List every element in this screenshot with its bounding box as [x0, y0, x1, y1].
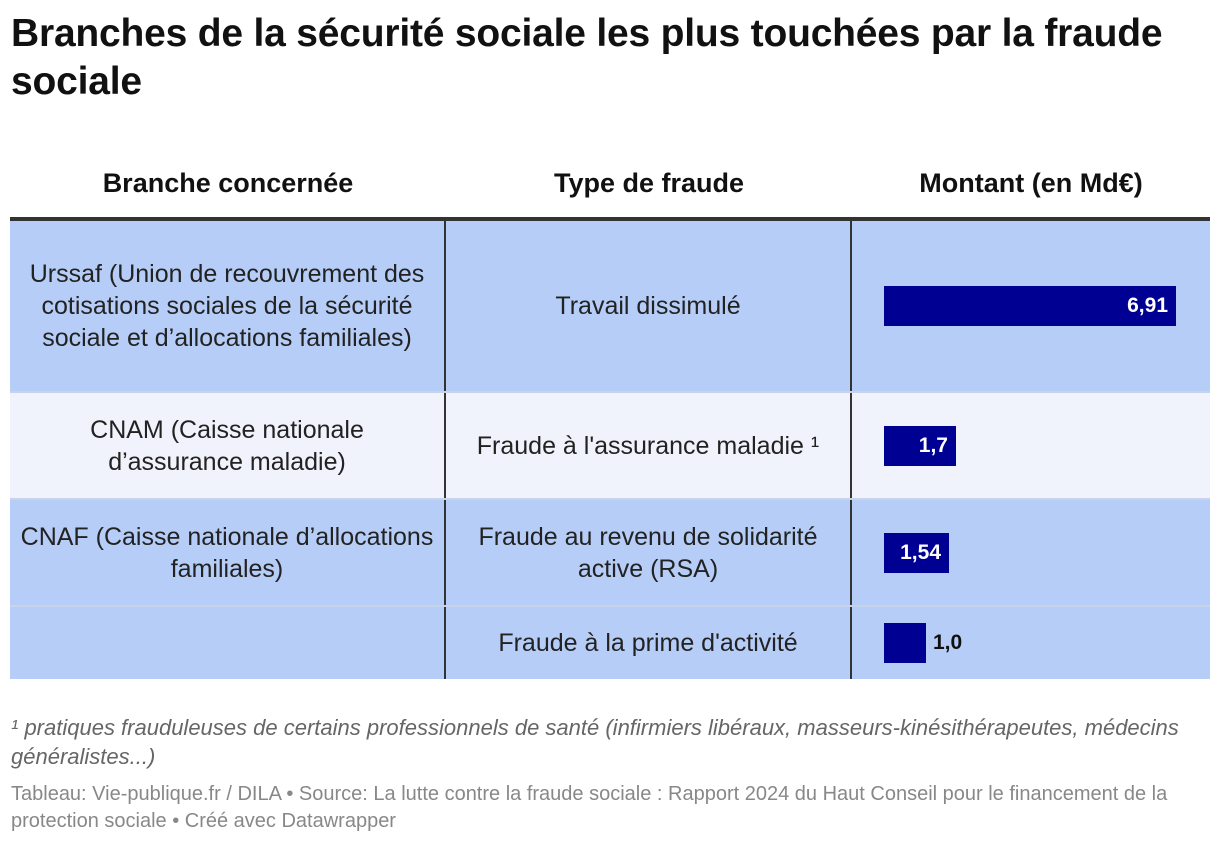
- cell-type: Fraude à l'assurance maladie ¹: [446, 393, 852, 498]
- cell-montant: 6,91: [852, 221, 1210, 391]
- cell-type: Travail dissimulé: [446, 221, 852, 391]
- cell-branche: CNAM (Caisse nationale d’assurance malad…: [10, 393, 446, 498]
- header-type: Type de fraude: [553, 168, 745, 198]
- bar-container: 1,7: [884, 425, 956, 466]
- footnote: ¹ pratiques frauduleuses de certains pro…: [11, 715, 1179, 769]
- header-branche: Branche concernée: [102, 168, 354, 198]
- source-credit: Tableau: Vie-publique.fr / DILA • Source…: [11, 783, 1168, 832]
- cell-branche: CNAF (Caisse nationale d’allocations fam…: [10, 500, 446, 605]
- chart-title: Branches de la sécurité sociale les plus…: [11, 12, 1163, 103]
- cell-montant: 1,7: [852, 393, 1210, 498]
- fraud-table: Branche concernée Type de fraude Montant…: [10, 150, 1210, 679]
- cell-type: Fraude à la prime d'activité: [446, 607, 852, 679]
- table-row: CNAM (Caisse nationale d’assurance malad…: [10, 393, 1210, 500]
- cell-montant: 1,54: [852, 500, 1210, 605]
- bar: 6,91: [884, 286, 1176, 326]
- bar-container: 1,54: [884, 532, 949, 573]
- table-header: Branche concernée Type de fraude Montant…: [10, 150, 1210, 221]
- table-row: Fraude à la prime d'activité 1,0: [10, 607, 1210, 679]
- bar-container: 6,91: [884, 286, 1176, 326]
- cell-branche: [10, 607, 446, 679]
- bar-value-label: 1,0: [933, 631, 963, 654]
- table-row: CNAF (Caisse nationale d’allocations fam…: [10, 500, 1210, 607]
- bar: [884, 623, 926, 663]
- cell-branche: Urssaf (Union de recouvrement des cotisa…: [10, 221, 446, 391]
- cell-type: Fraude au revenu de solidarité active (R…: [446, 500, 852, 605]
- bar: 1,7: [884, 425, 956, 466]
- bar-value-label: 6,91: [1127, 294, 1168, 317]
- bar-value-label: 1,7: [918, 433, 948, 457]
- cell-montant: 1,0: [852, 607, 1210, 679]
- bar-container: 1,0: [884, 623, 962, 663]
- header-montant: Montant (en Md€): [919, 168, 1143, 198]
- bar: 1,54: [884, 532, 949, 573]
- bar-value-label: 1,54: [900, 540, 941, 564]
- table-row: Urssaf (Union de recouvrement des cotisa…: [10, 221, 1210, 393]
